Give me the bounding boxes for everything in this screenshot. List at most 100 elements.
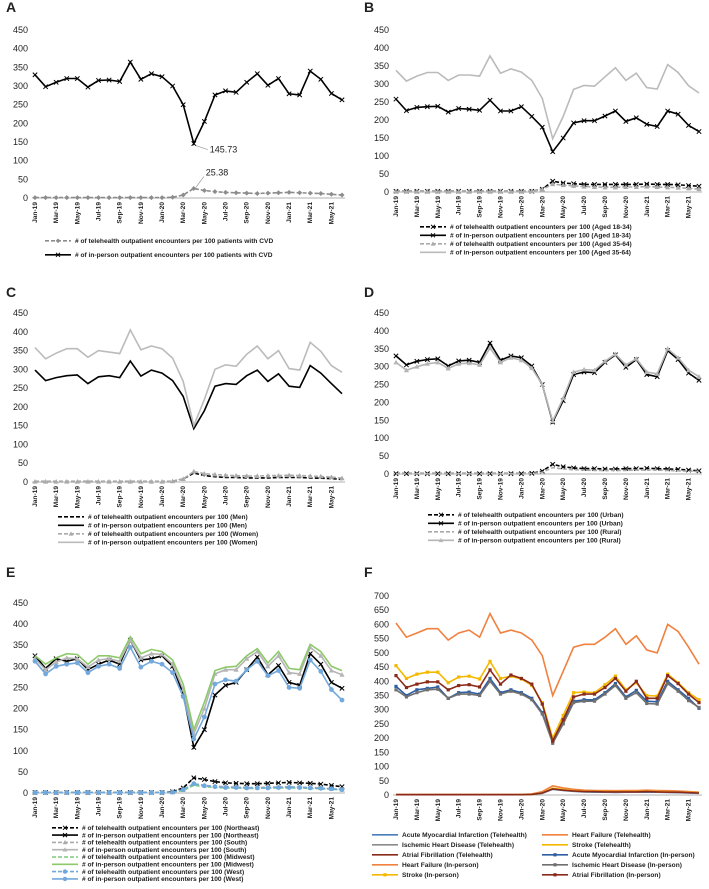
data-point <box>602 358 608 364</box>
x-tick-label: Mar-21 <box>665 799 672 821</box>
data-point <box>265 673 271 679</box>
data-point <box>697 701 701 705</box>
y-tick-label: 400 <box>374 676 389 686</box>
data-point <box>138 664 144 670</box>
data-point <box>318 191 324 197</box>
data-point <box>223 677 228 683</box>
data-point <box>159 74 165 80</box>
x-tick-label: Jul-20 <box>581 799 588 818</box>
data-point <box>539 186 545 192</box>
data-point <box>676 689 680 693</box>
y-tick-label: 700 <box>374 591 389 601</box>
data-point <box>117 666 123 671</box>
x-tick-label: Mar-19 <box>53 202 60 224</box>
x-tick-label: Jan-20 <box>518 196 525 217</box>
data-point <box>467 674 471 678</box>
data-point <box>74 656 80 661</box>
data-point <box>456 358 462 364</box>
data-point <box>191 736 197 742</box>
x-tick-label: Jul-20 <box>581 478 588 497</box>
data-point <box>276 785 281 790</box>
data-point <box>518 189 524 194</box>
data-point <box>436 687 440 691</box>
data-point <box>201 783 207 789</box>
x-tick-label: Sep-20 <box>602 478 609 500</box>
legend-label: # of in-person outpatient encounters per… <box>82 862 254 869</box>
data-point <box>498 682 503 686</box>
data-point <box>612 184 619 190</box>
legend-marker <box>62 832 68 838</box>
x-tick-label: Mar-19 <box>53 797 60 819</box>
data-point <box>404 695 409 699</box>
legend-marker <box>55 252 61 258</box>
data-point <box>457 683 461 688</box>
data-point <box>445 189 451 194</box>
x-tick-label: May-19 <box>435 478 442 501</box>
data-point <box>415 691 419 695</box>
x-tick-label: Sep-20 <box>244 486 251 508</box>
y-tick-label: 100 <box>374 433 389 443</box>
data-point <box>633 184 639 189</box>
data-point <box>297 785 303 790</box>
data-point <box>159 651 165 657</box>
data-point <box>591 118 598 124</box>
data-point <box>106 790 112 795</box>
legend-label: # of telehealth outpatient encounters pe… <box>82 854 255 861</box>
data-point <box>95 657 102 662</box>
data-point <box>582 690 586 694</box>
data-point <box>106 661 112 667</box>
y-tick-label: 300 <box>374 362 389 372</box>
data-point <box>297 92 303 98</box>
annotation-leader <box>195 145 208 150</box>
data-point <box>403 367 410 373</box>
data-point <box>488 659 492 663</box>
data-point <box>560 182 566 188</box>
x-tick-label: May-21 <box>328 202 335 225</box>
data-point <box>339 475 345 481</box>
data-point <box>572 691 576 695</box>
data-point <box>106 479 112 484</box>
y-tick-label: 100 <box>13 156 28 166</box>
data-point <box>222 667 229 672</box>
x-tick-label: Jan-19 <box>32 202 39 223</box>
data-point <box>655 696 659 700</box>
y-tick-label: 350 <box>374 61 389 71</box>
data-point <box>435 356 441 362</box>
x-tick-label: Jan-19 <box>393 196 400 217</box>
data-point <box>403 362 410 368</box>
data-point <box>328 90 334 97</box>
data-point <box>170 661 176 667</box>
data-point <box>457 675 461 679</box>
y-tick-label: 100 <box>374 151 389 161</box>
data-point <box>53 79 59 85</box>
data-point <box>571 369 577 375</box>
data-point <box>445 109 451 115</box>
data-point <box>572 695 576 699</box>
legend-label: # of telehealth outpatient encounters pe… <box>88 514 248 521</box>
data-point <box>603 692 607 696</box>
x-tick-label: Jan-20 <box>518 799 525 820</box>
y-tick-label: 200 <box>13 704 28 714</box>
series-line <box>396 788 700 796</box>
data-point <box>424 356 430 363</box>
data-point <box>624 689 628 693</box>
data-point <box>696 374 702 379</box>
legend-marker <box>62 847 68 852</box>
y-tick-label: 350 <box>13 62 28 72</box>
annotation-label: 25.38 <box>206 168 229 178</box>
data-point <box>591 367 598 373</box>
data-point <box>509 689 513 693</box>
legend-label: # of in-person outpatient encounters per… <box>75 252 273 259</box>
data-point <box>456 105 462 112</box>
x-tick-label: Jul-20 <box>223 486 230 505</box>
data-point <box>623 184 629 189</box>
y-tick-label: 400 <box>13 619 28 629</box>
data-point <box>85 195 91 201</box>
series-line <box>396 466 700 475</box>
x-tick-label: Jul-19 <box>456 478 463 497</box>
data-point <box>696 377 702 383</box>
data-point <box>244 785 250 791</box>
data-point <box>307 473 313 478</box>
x-tick-label: Nov-20 <box>623 196 630 218</box>
data-point <box>686 692 691 696</box>
